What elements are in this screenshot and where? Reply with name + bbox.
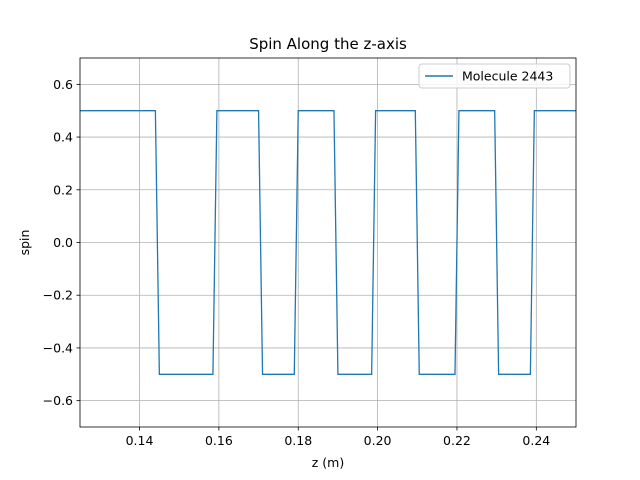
legend-box [418, 63, 571, 89]
x-axis-label: z (m) [312, 455, 344, 470]
y-tick-label: 0.0 [53, 235, 73, 250]
x-tick-label: 0.16 [205, 433, 233, 448]
y-tick-label: 0.6 [53, 77, 73, 92]
y-axis-ticks: −0.6 −0.4 −0.2 0.0 0.2 0.4 0.6 [43, 77, 80, 408]
chart-title: Spin Along the z-axis [249, 35, 407, 53]
x-tick-label: 0.20 [364, 433, 392, 448]
series-layer [80, 110, 576, 375]
legend-label-molecule-2443: Molecule 2443 [462, 69, 553, 84]
x-axis-ticks: 0.14 0.16 0.18 0.20 0.22 0.24 [126, 427, 550, 448]
x-tick-label: 0.18 [284, 433, 312, 448]
legend: Molecule 2443 [418, 63, 571, 89]
x-tick-label: 0.14 [126, 433, 154, 448]
y-tick-label: 0.4 [53, 130, 73, 145]
y-tick-label: 0.2 [53, 182, 73, 197]
y-tick-label: −0.4 [43, 340, 73, 355]
y-tick-label: −0.2 [43, 288, 73, 303]
y-axis-label: spin [17, 230, 32, 256]
series-line-molecule-2443 [80, 110, 576, 375]
x-tick-label: 0.24 [522, 433, 550, 448]
y-tick-label: −0.6 [43, 393, 73, 408]
x-tick-label: 0.22 [443, 433, 471, 448]
